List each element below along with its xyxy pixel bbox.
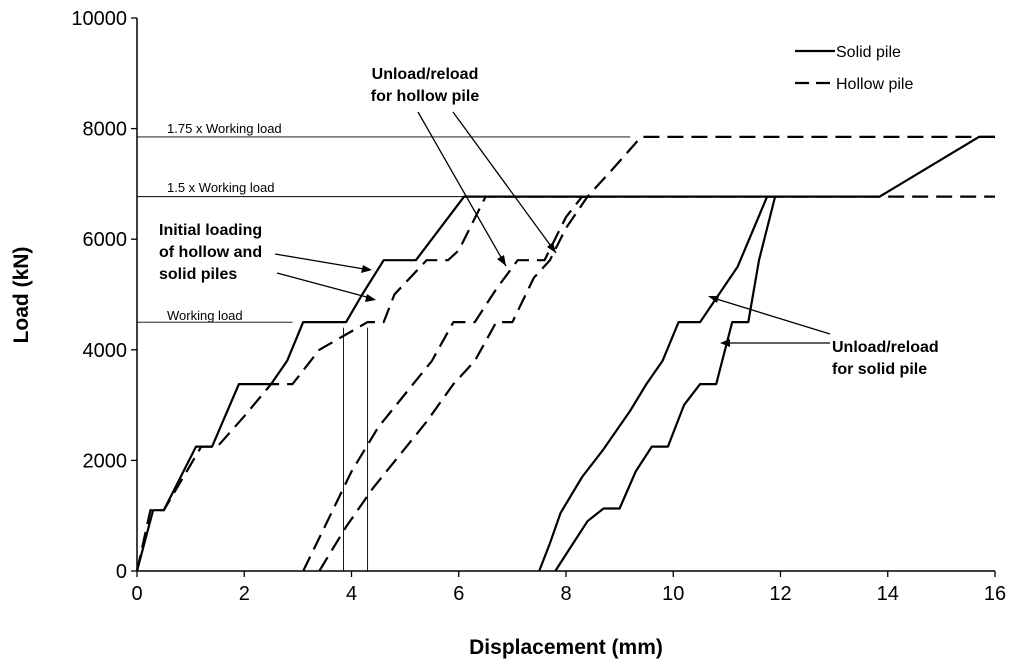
ref-label-175: 1.75 x Working load [167,121,282,136]
y-tick-label-4: 8000 [83,119,128,141]
x-tick-label-5: 10 [662,583,684,605]
hollow-pile-line-segment-2 [318,135,995,572]
annotation-hollow-line-1: Unload/reload [372,66,479,83]
series-lines [135,135,995,572]
reference-labels: 1.75 x Working load 1.5 x Working load W… [167,121,282,323]
annotation-initial-line-3: solid piles [159,266,237,283]
legend-hollow-label: Hollow pile [836,76,913,93]
annotation-solid-line-2: for solid pile [832,361,927,378]
legend: Solid pile Hollow pile [795,44,913,93]
x-tick-label-7: 14 [877,583,899,605]
reference-lines [137,136,631,323]
annotation-solid: Unload/reload for solid pile [832,339,939,378]
x-tick-label-0: 0 [131,583,142,605]
x-tick-label-6: 12 [769,583,791,605]
annotation-hollow: Unload/reload for hollow pile [371,66,480,105]
arrow-hollow-2-head [547,242,556,253]
solid-pile-line-segment-0 [135,135,995,572]
solid-pile-line-segment-2 [554,196,777,572]
arrow-initial-2-head [365,294,376,302]
solid-pile-line-segment-1 [538,196,769,572]
annotation-initial-line-2: of hollow and [159,244,262,261]
annotation-arrows [274,111,831,347]
arrow-solid-1-head [708,296,719,303]
annotation-initial: Initial loading of hollow and solid pile… [159,222,262,283]
arrow-hollow-1-head [497,255,506,266]
arrow-solid-2-head [720,339,730,347]
arrow-initial-2 [276,272,375,300]
annotation-hollow-line-2: for hollow pile [371,88,480,105]
vertical-markers [343,327,369,571]
x-tick-label-2: 4 [346,583,357,605]
x-tick-label-8: 16 [984,583,1006,605]
y-tick-label-3: 6000 [83,229,128,251]
arrow-hollow-1 [417,111,507,267]
hollow-pile-line-segment-0 [135,195,995,572]
y-tick-label-1: 2000 [83,450,128,472]
ref-label-15: 1.5 x Working load [167,180,274,195]
tick-labels: 0 2 4 6 8 10 12 14 16 0 2000 4000 6000 8000 10000 [71,8,1006,605]
ref-label-working: Working load [167,308,243,323]
x-axis-title: Displacement (mm) [469,636,663,659]
axes [136,18,995,572]
y-tick-label-0: 0 [116,561,127,583]
y-axis-title: Load (kN) [10,247,33,344]
arrow-hollow-2 [452,111,557,254]
y-tick-label-2: 4000 [83,340,128,362]
arrow-initial-1-head [361,265,372,273]
arrow-initial-1 [274,253,371,271]
annotation-initial-line-1: Initial loading [159,222,262,239]
arrow-solid-1 [709,296,831,335]
hollow-pile-line-segment-1 [302,195,583,572]
x-tick-label-1: 2 [239,583,250,605]
x-tick-label-4: 8 [560,583,571,605]
legend-solid-label: Solid pile [836,44,901,61]
x-tick-label-3: 6 [453,583,464,605]
annotation-solid-line-1: Unload/reload [832,339,939,356]
y-tick-label-5: 10000 [71,8,127,30]
